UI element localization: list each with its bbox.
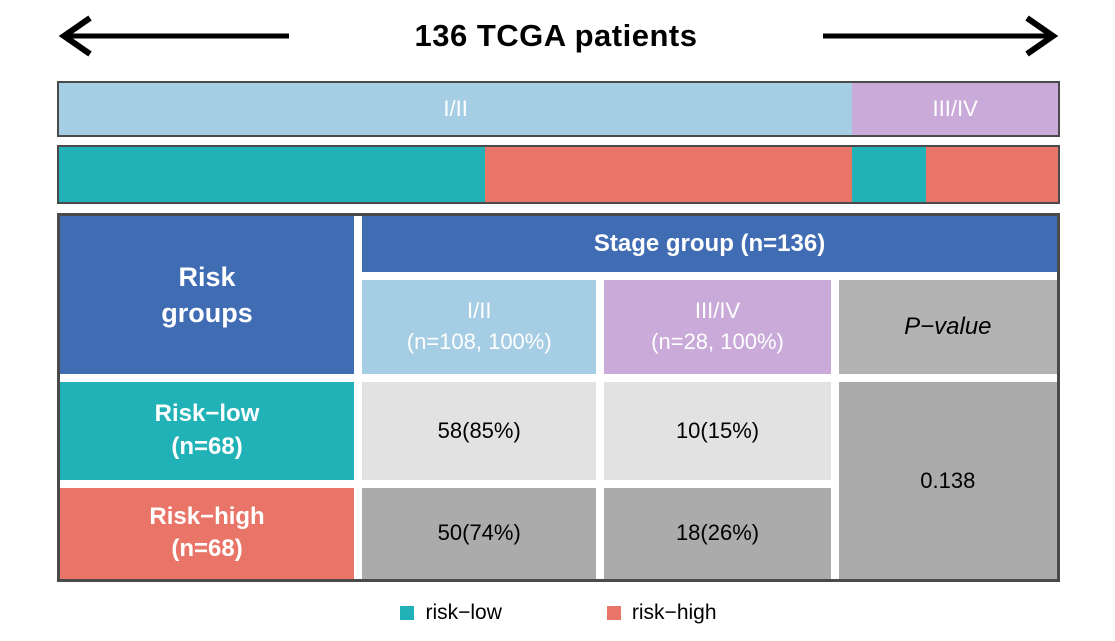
table-cell-pvalue: 0.138 bbox=[838, 382, 1057, 579]
table-cell-risk-low-iii-iv: 10(15%) bbox=[604, 382, 831, 480]
right-arrow-icon bbox=[822, 15, 1059, 57]
legend-label-risk-low: risk−low bbox=[425, 601, 502, 624]
table-column-header-pvalue: P−value bbox=[838, 279, 1057, 375]
pvalue-header-label: P−value bbox=[904, 312, 992, 340]
risk-distribution-bar bbox=[57, 145, 1060, 204]
legend-item-risk-low: risk−low bbox=[400, 601, 502, 625]
table-cell-risk-high-iii-iv: 18(26%) bbox=[604, 487, 831, 579]
risk-bar-segment-low-iii-iv bbox=[852, 147, 926, 202]
risk-low-swatch-icon bbox=[400, 606, 415, 620]
table-cell-risk-low-i-ii: 58(85%) bbox=[362, 382, 597, 480]
table-column-header-iii-iv: III/IV (n=28, 100%) bbox=[604, 279, 831, 375]
col-i-ii-line1: I/II bbox=[466, 298, 492, 324]
risk-bar-segment-high-iii-iv bbox=[925, 147, 1058, 202]
risk-high-label-line2: (n=68) bbox=[171, 535, 243, 563]
legend-item-risk-high: risk−high bbox=[606, 601, 717, 625]
table-corner-risk-groups: Risk groups bbox=[60, 216, 355, 375]
left-arrow-icon bbox=[58, 15, 289, 57]
table-row-header-risk-low: Risk−low (n=68) bbox=[60, 382, 355, 480]
corner-label-line2: groups bbox=[161, 298, 253, 329]
risk-high-swatch-icon bbox=[606, 606, 621, 620]
table-stage-group-header: Stage group (n=136) bbox=[362, 216, 1057, 272]
stage-bar-label-i-ii: I/II bbox=[443, 96, 468, 121]
corner-label-line1: Risk bbox=[178, 261, 236, 292]
col-iii-iv-line1: III/IV bbox=[694, 298, 741, 324]
table-cell-risk-high-i-ii: 50(74%) bbox=[362, 487, 597, 579]
risk-high-label-line1: Risk−high bbox=[149, 502, 265, 530]
legend-label-risk-high: risk−high bbox=[631, 601, 717, 624]
legend: risk−low risk−high bbox=[57, 601, 1060, 625]
figure-header: 136 TCGA patients bbox=[57, 10, 1060, 62]
col-i-ii-line2: (n=108, 100%) bbox=[406, 328, 552, 354]
table-column-header-i-ii: I/II (n=108, 100%) bbox=[362, 279, 597, 375]
risk-low-label-line1: Risk−low bbox=[154, 400, 260, 428]
figure-title: 136 TCGA patients bbox=[414, 18, 698, 53]
risk-stage-table: Risk groups Stage group (n=136) I/II (n=… bbox=[57, 213, 1060, 582]
stage-bar-segment-iii-iv: III/IV bbox=[852, 83, 1058, 135]
risk-bar-segment-high-i-ii bbox=[485, 147, 853, 202]
stage-group-header-label: Stage group (n=136) bbox=[593, 229, 826, 257]
figure-content: 136 TCGA patients I/II III/IV Ri bbox=[57, 0, 1060, 625]
col-iii-iv-line2: (n=28, 100%) bbox=[651, 328, 784, 354]
stage-bar-segment-i-ii: I/II bbox=[59, 83, 853, 135]
table-row-header-risk-high: Risk−high (n=68) bbox=[60, 487, 355, 579]
stage-bar-label-iii-iv: III/IV bbox=[932, 96, 978, 121]
risk-bar-segment-low-i-ii bbox=[59, 147, 486, 202]
risk-low-label-line2: (n=68) bbox=[171, 432, 243, 460]
stage-distribution-bar: I/II III/IV bbox=[57, 81, 1060, 137]
